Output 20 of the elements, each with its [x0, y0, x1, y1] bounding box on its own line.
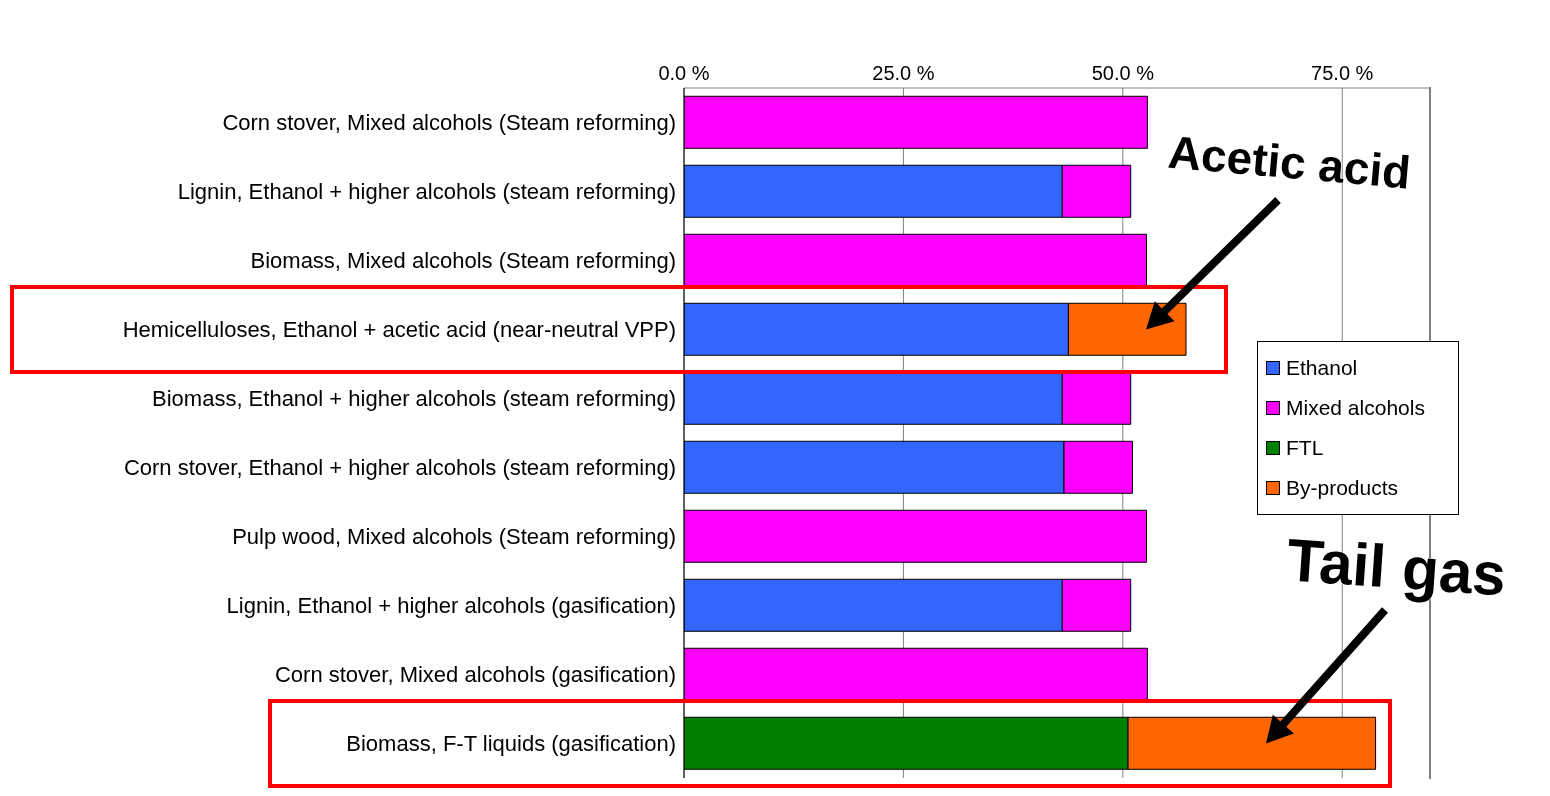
y-tick-label: Corn stover, Ethanol + higher alcohols (steam reforming) — [123, 455, 676, 481]
annotation: Tail gas — [1284, 526, 1508, 609]
legend-label: By-products — [1286, 475, 1399, 501]
y-tick-label: Hemicelluloses, Ethanol + acetic acid (near-neutral VPP) — [122, 317, 676, 343]
x-tick-label: 0.0 % — [658, 62, 710, 84]
y-tick-label: Biomass, Ethanol + higher alcohols (steam reforming) — [152, 386, 676, 412]
x-tick-label: 50.0 % — [1091, 62, 1155, 84]
x-tick-label: 25.0 % — [872, 62, 935, 84]
legend-label: FTL — [1286, 435, 1324, 461]
y-tick-label: Corn stover, Mixed alcohols (Steam reforming) — [222, 110, 676, 136]
legend-label: Mixed alcohols — [1286, 395, 1425, 421]
y-tick-label: Biomass, Mixed alcohols (Steam reforming) — [250, 248, 676, 274]
legend-label: Ethanol — [1286, 355, 1358, 381]
annotation: Acetic acid — [1166, 125, 1413, 199]
y-tick-label: Corn stover, Mixed alcohols (gasification) — [274, 662, 676, 688]
y-tick-label: Lignin, Ethanol + higher alcohols (steam reforming) — [177, 179, 676, 205]
y-tick-label: Pulp wood, Mixed alcohols (Steam reforming) — [232, 524, 676, 550]
y-tick-label: Biomass, F-T liquids (gasification) — [346, 731, 676, 757]
x-tick-label: 75.0 % — [1311, 62, 1374, 84]
y-tick-label: Lignin, Ethanol + higher alcohols (gasification) — [226, 593, 676, 619]
